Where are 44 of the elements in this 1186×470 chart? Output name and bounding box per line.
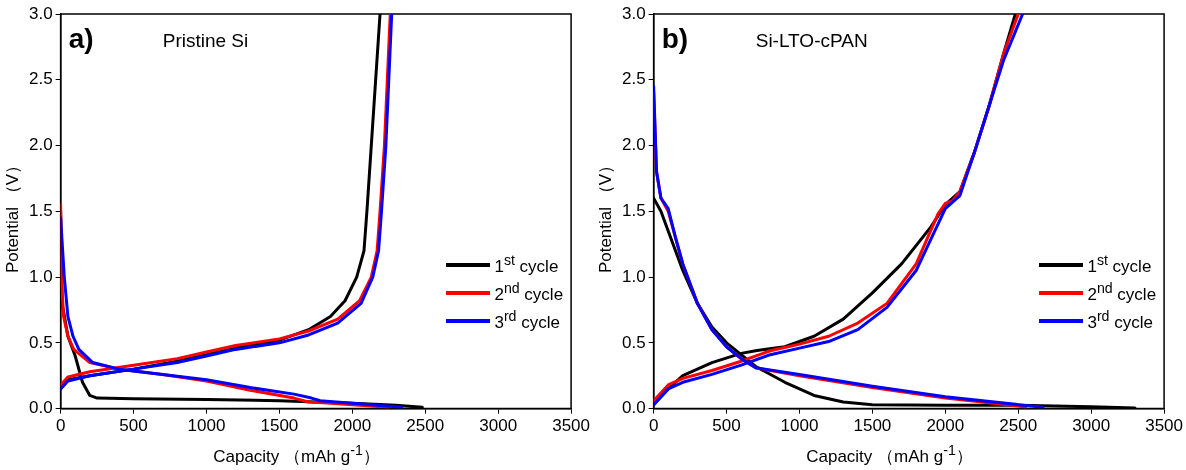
- x-tick-label: 500: [712, 416, 741, 436]
- legend-label: 2$^{nd}$ cycle: [494, 280, 564, 306]
- x-tick-label: 0: [648, 416, 659, 436]
- x-tick-label: 500: [119, 416, 148, 436]
- x-tick-label: 2000: [333, 416, 372, 436]
- y-tick-label: 3.0: [621, 3, 646, 23]
- annotation: Si-LTO-cPAN: [755, 29, 868, 51]
- annotation: Pristine Si: [162, 29, 249, 51]
- x-tick-label: 2000: [926, 416, 965, 436]
- annotation: a): [68, 22, 94, 54]
- x-tick-label: 1000: [187, 416, 226, 436]
- x-axis-title: Capacity （mAh g$^{-1}$）: [805, 442, 974, 468]
- y-tick-label: 2.0: [28, 135, 53, 155]
- legend-label: 3$^{rd}$ cycle: [494, 308, 560, 334]
- x-axis-title: Capacity （mAh g$^{-1}$）: [212, 442, 381, 468]
- y-axis-title: Potential （V）: [594, 156, 616, 274]
- legend-label: 2$^{nd}$ cycle: [1087, 280, 1157, 306]
- x-tick-label: 2500: [999, 416, 1038, 436]
- x-tick-label: 1500: [853, 416, 892, 436]
- x-tick-label: 3500: [1145, 416, 1183, 436]
- x-tick-label: 1000: [780, 416, 819, 436]
- y-tick-label: 1.0: [28, 266, 53, 286]
- y-tick-label: 1.0: [621, 266, 646, 286]
- annotation: b): [661, 22, 689, 54]
- y-axis-title: Potential （V）: [1, 156, 23, 274]
- x-tick-label: 3000: [479, 416, 518, 436]
- legend-label: 1$^{st}$ cycle: [1087, 252, 1152, 278]
- x-tick-label: 0: [55, 416, 66, 436]
- x-tick-label: 2500: [406, 416, 445, 436]
- legend-label: 3$^{rd}$ cycle: [1087, 308, 1153, 334]
- x-tick-label: 1500: [260, 416, 299, 436]
- y-tick-label: 0.5: [621, 332, 646, 352]
- y-tick-label: 1.5: [28, 200, 53, 220]
- x-tick-label: 3500: [552, 416, 590, 436]
- x-tick-label: 3000: [1072, 416, 1111, 436]
- y-tick-label: 0.5: [28, 332, 53, 352]
- y-tick-label: 1.5: [621, 200, 646, 220]
- y-tick-label: 0.0: [28, 398, 53, 418]
- y-tick-label: 2.5: [621, 69, 646, 89]
- legend-label: 1$^{st}$ cycle: [494, 252, 559, 278]
- y-tick-label: 3.0: [28, 3, 53, 23]
- y-tick-label: 2.5: [28, 69, 53, 89]
- y-tick-label: 2.0: [621, 135, 646, 155]
- y-tick-label: 0.0: [621, 398, 646, 418]
